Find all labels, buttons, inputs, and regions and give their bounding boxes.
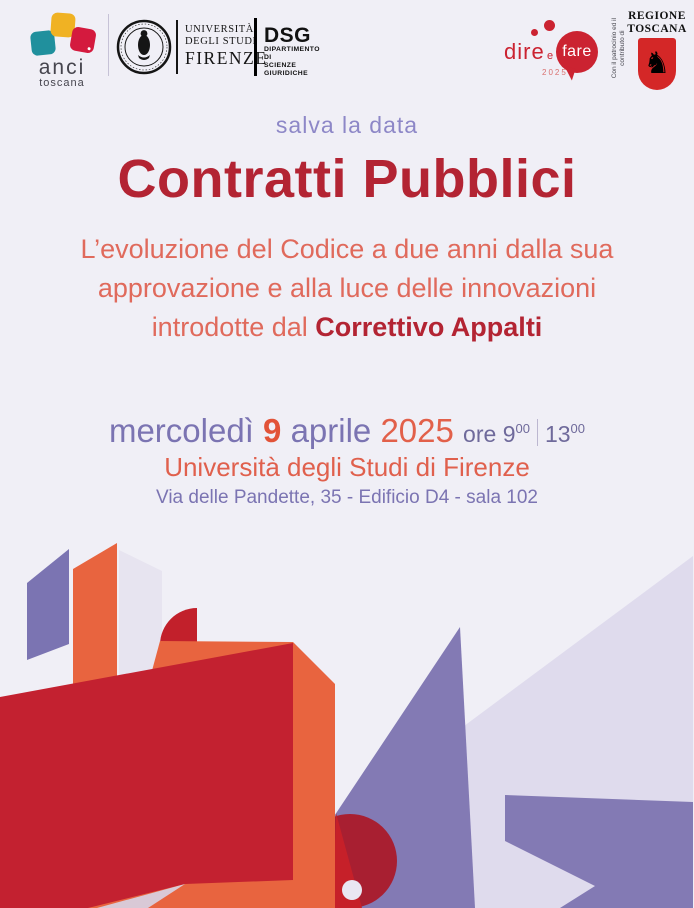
event-year: 2025 [380,412,454,449]
subtitle-line3: introdotte dal Correttivo Appalti [0,308,694,347]
dire-fare-word1: dire [504,39,545,64]
regione-line1: REGIONE [628,10,686,22]
unifi-line3: FIRENZE [185,48,268,68]
anci-logo-text: anci [38,56,86,79]
unifi-dsg-logo: UNIVERSITÀ DEGLI STUDI FIRENZE DSG DIPAR… [116,16,320,80]
ore-label: ore [463,421,497,447]
page-title: Contratti Pubblici [117,149,577,209]
art-gray-strip [119,550,162,680]
unifi-wordmark: UNIVERSITÀ DEGLI STUDI FIRENZE [185,24,267,68]
event-subtitle: L’evoluzione del Codice a due anni dalla… [0,230,694,347]
unifi-line1: UNIVERSITÀ [185,24,254,35]
dsg-abbr: DSG [264,24,312,47]
art-purple-arrow [505,795,693,908]
anci-logo-subtext: toscana [39,77,85,89]
subtitle-line2: approvazione e alla luce delle innovazio… [97,273,597,303]
event-day: 9 [263,412,282,449]
art-quarter-disc [160,608,197,645]
megaphone-illustration [0,543,693,908]
event-address: Via delle Pandette, 35 - Edificio D4 - s… [156,487,538,508]
anci-squares-icon [18,10,106,58]
time-separator [536,419,538,446]
dsg-divider-bar [254,18,257,76]
dire-fare-bubble-icon: fare [556,31,598,73]
end-time-minutes: 00 [570,421,586,436]
dire-fare-conjunction: e [547,50,554,62]
subtitle-line3-bold: Correttivo Appalti [315,312,543,342]
dire-fare-year: 2025 [542,68,568,77]
unifi-divider-bar [176,20,178,74]
regione-line2: TOSCANA [627,23,687,36]
art-orange-strip [73,543,117,685]
anci-toscana-logo: anci toscana [18,10,106,89]
event-time-range: ore 900 1300 [463,419,586,447]
anci-red-square-icon [69,26,97,54]
start-time: 9 [502,421,516,447]
art-purple-strip [27,549,69,660]
end-time: 13 [544,421,571,447]
dsg-dept-line1: DIPARTIMENTO DI [264,46,320,61]
dsg-wordmark: DSG DIPARTIMENTO DI SCIENZE GIURIDICHE [264,24,320,78]
logo-divider [108,14,109,76]
dire-fare-small-dot-icon [531,29,538,36]
dire-fare-big-dot-icon [544,20,555,31]
dire-fare-logo: dire e fare 2025 [498,16,604,84]
regione-toscana-logo: Con il patrocinio ed il contributo di RE… [602,8,692,92]
unifi-seal-icon [116,19,172,75]
unifi-line2: DEGLI STUDI [185,36,257,47]
event-venue: Università degli Studi di Firenze [164,452,530,482]
toscana-shield-icon: ♞ [638,38,676,90]
subtitle-line1: L’evoluzione del Codice a due anni dalla… [80,234,614,264]
event-dateline: mercoledì 9 aprile 2025 ore 900 1300 [0,412,694,450]
event-month: aprile [290,412,372,449]
regione-toscana-wordmark: REGIONE TOSCANA [624,10,690,36]
art-wheel-hub-dot [342,880,362,900]
pegasus-horse-icon: ♞ [643,46,671,81]
logo-bar: anci toscana UNIVERSITÀ DEGLI STUDI FIRE… [0,0,694,100]
art-red-body [0,643,293,908]
art-pink-sliver [97,884,185,908]
dire-fare-word2: fare [562,43,592,60]
event-weekday: mercoledì [108,412,254,449]
start-time-minutes: 00 [515,421,530,436]
dsg-dept-line2: SCIENZE GIURIDICHE [264,62,309,77]
save-the-date-kicker: salva la data [275,112,419,138]
subtitle-line3-prefix: introdotte dal [151,312,316,342]
